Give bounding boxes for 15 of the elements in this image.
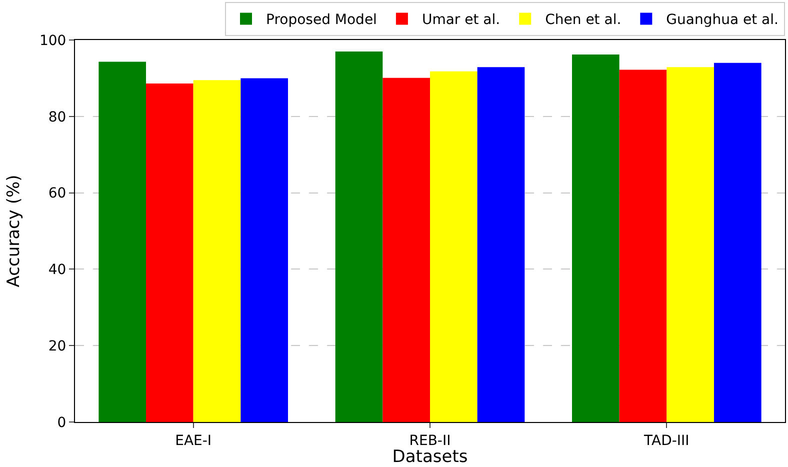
y-tick-label: 0 bbox=[57, 414, 66, 431]
legend-label: Proposed Model bbox=[266, 12, 377, 28]
y-tick-label: 20 bbox=[48, 338, 66, 354]
x-tick-label: REB-II bbox=[409, 432, 451, 449]
y-tick-label: 80 bbox=[48, 109, 66, 126]
legend-label: Guanghua et al. bbox=[666, 12, 778, 28]
y-tick-label: 100 bbox=[39, 32, 66, 49]
x-axis-title: Datasets bbox=[392, 447, 468, 467]
legend-label: Umar et al. bbox=[422, 12, 500, 28]
legend-label: Chen et al. bbox=[545, 12, 622, 28]
x-tick-label: EAE-I bbox=[175, 432, 212, 449]
y-axis-title: Accuracy (%) bbox=[4, 174, 24, 288]
y-tick-label: 40 bbox=[48, 262, 66, 278]
x-tick-label: TAD-III bbox=[643, 432, 690, 449]
y-tick-label: 60 bbox=[48, 186, 66, 202]
